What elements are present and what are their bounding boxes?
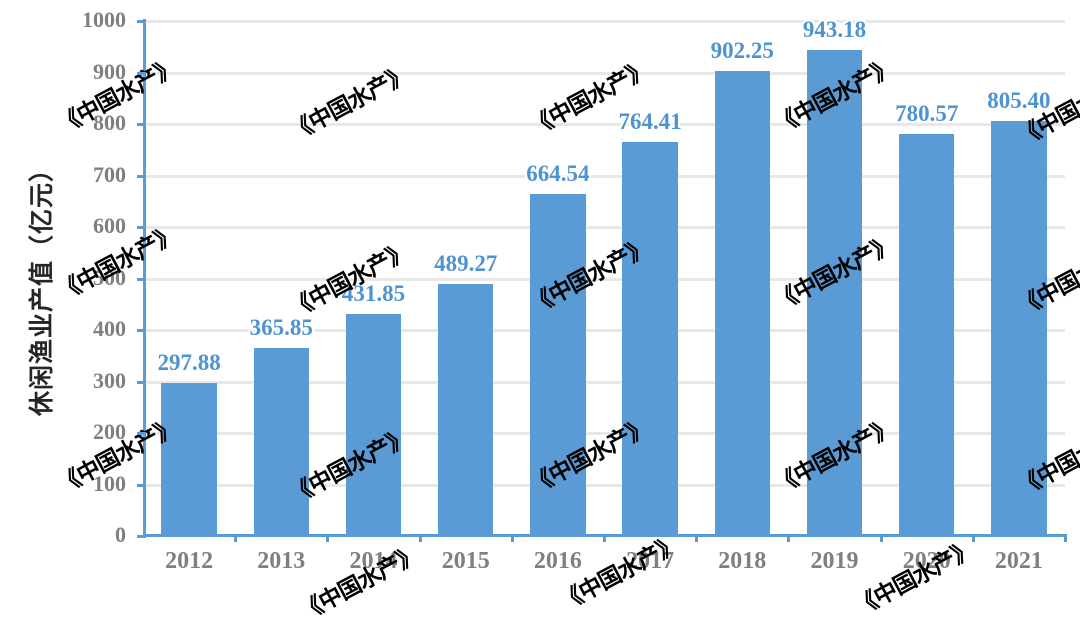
gridline	[143, 329, 1065, 332]
x-axis-tick	[326, 534, 330, 542]
y-axis-tick-label: 500	[93, 264, 126, 290]
x-axis-tick	[1064, 534, 1067, 542]
bar-value-label: 780.57	[895, 101, 959, 126]
x-axis-tick-label: 2015	[441, 548, 490, 574]
x-axis-tick	[510, 534, 514, 542]
bar[interactable]	[714, 71, 770, 536]
x-axis-tick-label: 2012	[165, 548, 214, 574]
bar[interactable]	[622, 142, 678, 536]
bar-value-label: 365.85	[249, 314, 313, 340]
bar-series: 297.88 365.85 431.85 489.27 664.54 764.41 902.…	[143, 17, 1065, 536]
y-axis-tick	[137, 123, 146, 126]
y-axis-tick	[137, 277, 146, 281]
y-axis-tick-label: 400	[93, 316, 126, 341]
y-axis-tick-label: 800	[93, 110, 126, 135]
x-axis-tick	[418, 534, 422, 542]
y-axis-tick-label: 100	[93, 470, 126, 496]
bar-value-label: 431.85	[341, 280, 406, 306]
y-axis-tick-label: 0	[115, 522, 126, 547]
x-axis-tick	[879, 534, 883, 542]
y-axis-tick-label: 1000	[82, 7, 126, 32]
gridline	[143, 380, 1065, 384]
bar-value-label: 902.25	[710, 38, 774, 64]
gridline	[143, 432, 1065, 435]
gridline	[143, 226, 1065, 229]
x-axis-tick	[971, 534, 975, 542]
x-axis-tick-label: 2013	[257, 548, 306, 574]
bar-value-label: 297.88	[157, 349, 221, 375]
watermark: 《中国水产》	[850, 536, 980, 622]
y-axis-tick	[137, 432, 146, 435]
x-axis-tick	[603, 534, 606, 542]
gridline	[143, 277, 1065, 281]
bar-value-label: 664.54	[526, 160, 590, 186]
bar-value-label: 489.27	[434, 251, 498, 277]
y-axis-tick	[137, 483, 146, 487]
plot-area	[143, 20, 1065, 536]
gridline	[143, 123, 1065, 126]
bar-value-label: 764.41	[618, 109, 682, 135]
gridline	[143, 20, 1065, 23]
y-axis-tick-label: 900	[93, 58, 126, 84]
y-axis-tick	[137, 20, 146, 23]
x-axis-tick-label: 2014	[349, 548, 398, 574]
bar[interactable]	[806, 50, 863, 536]
gridline	[143, 71, 1065, 75]
x-axis-tick-label: 2020	[902, 548, 951, 574]
x-axis-tick-label: 2021	[994, 548, 1043, 574]
x-axis-tick	[695, 534, 699, 542]
bar[interactable]	[345, 313, 402, 536]
x-axis-tick-label: 2019	[810, 548, 859, 574]
x-axis-tick-label: 2016	[533, 548, 582, 574]
bar[interactable]	[438, 284, 494, 536]
y-axis-tick-label: 200	[93, 419, 126, 444]
y-axis-tick	[137, 174, 146, 178]
bar-value-label: 943.18	[802, 17, 867, 43]
y-axis-tick	[137, 71, 146, 75]
bar-chart: 休闲渔业产值（亿元） 1000 900 800 700 600 500 400 300 200 1…	[27, 0, 1080, 627]
y-axis-tick	[137, 329, 146, 332]
bar[interactable]	[899, 134, 955, 536]
y-axis-tick-label: 300	[93, 367, 126, 393]
y-axis-tick-labels: 1000 900 800 700 600 500 400 300 200 100 0	[52, 0, 126, 597]
gridline	[143, 483, 1065, 487]
x-axis-tick-label: 2018	[718, 548, 767, 574]
bar[interactable]	[530, 193, 586, 536]
bar[interactable]	[253, 347, 309, 536]
bar[interactable]	[991, 121, 1047, 536]
y-axis-tick	[137, 380, 146, 384]
x-axis-tick	[787, 534, 791, 542]
y-axis-tick-label: 700	[93, 161, 126, 187]
x-axis-tick-label: 2017	[626, 548, 675, 574]
y-axis-tick	[137, 226, 146, 229]
x-axis-tick	[234, 534, 238, 542]
bar-value-label: 805.40	[987, 88, 1051, 114]
gridline	[143, 174, 1065, 178]
bar[interactable]	[161, 382, 217, 536]
y-axis-tick	[137, 535, 146, 538]
y-axis-tick-label: 600	[93, 213, 126, 238]
